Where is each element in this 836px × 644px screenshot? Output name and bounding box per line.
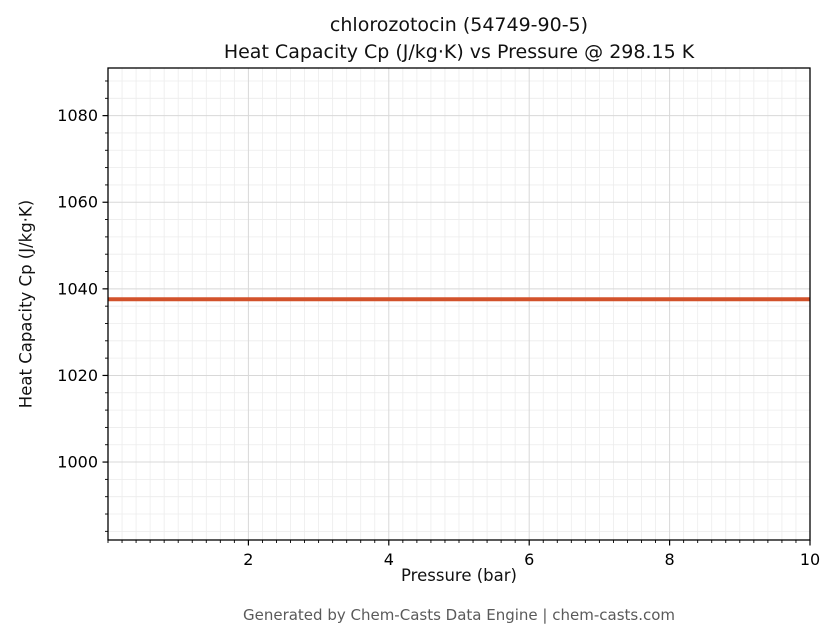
x-axis-label: Pressure (bar)	[401, 566, 517, 585]
footer-credit: Generated by Chem-Casts Data Engine | ch…	[242, 606, 676, 624]
x-tick-label: 4	[384, 550, 394, 569]
chart-title: chlorozotocin (54749-90-5)	[329, 14, 589, 36]
y-tick-label: 1040	[57, 279, 98, 298]
y-tick-label: 1020	[57, 366, 98, 385]
x-tick-label: 8	[665, 550, 675, 569]
x-tick-label: 10	[800, 550, 820, 569]
y-axis-label: Heat Capacity Cp (J/kg·K)	[16, 199, 36, 409]
x-tick-label: 2	[243, 550, 253, 569]
y-tick-label: 1000	[57, 453, 98, 472]
chart-subtitle: Heat Capacity Cp (J/kg·K) vs Pressure @ …	[223, 41, 695, 63]
x-tick-label: 6	[524, 550, 534, 569]
chart-title-block: chlorozotocin (54749-90-5) Heat Capacity…	[224, 12, 694, 66]
y-tick-label: 1060	[57, 193, 98, 212]
y-tick-label: 1080	[57, 106, 98, 125]
